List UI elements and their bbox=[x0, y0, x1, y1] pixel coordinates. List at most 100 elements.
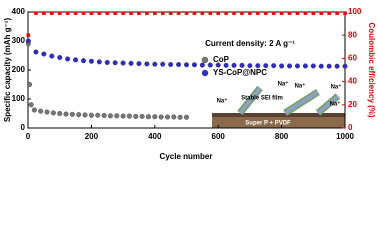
inset-label: Na⁺ bbox=[295, 83, 306, 90]
capacity-point bbox=[318, 63, 324, 69]
capacity-point bbox=[82, 112, 88, 118]
ce-point bbox=[279, 11, 284, 15]
y2-tick-label: 0 bbox=[348, 123, 353, 132]
ce-point bbox=[232, 11, 236, 15]
ce-point bbox=[271, 11, 276, 15]
x-tick-label: 400 bbox=[148, 132, 162, 141]
y2-tick-label: 40 bbox=[348, 77, 357, 86]
ce-point bbox=[26, 33, 31, 37]
ce-point bbox=[295, 11, 300, 15]
capacity-point bbox=[342, 63, 348, 69]
capacity-point bbox=[164, 114, 170, 120]
ce-point bbox=[153, 11, 157, 15]
ce-point bbox=[81, 11, 86, 15]
capacity-point bbox=[271, 63, 277, 69]
y-tick-label: 300 bbox=[12, 36, 26, 45]
chart: Cycle number Specific capacity (mAh g⁻¹)… bbox=[0, 0, 378, 164]
ce-point bbox=[335, 11, 339, 15]
capacity-point bbox=[160, 61, 166, 67]
capacity-point bbox=[101, 113, 107, 119]
x-tick-label: 800 bbox=[275, 132, 289, 141]
capacity-point bbox=[145, 114, 151, 120]
inset-label: Na⁺ bbox=[331, 84, 342, 91]
capacity-point bbox=[144, 61, 150, 67]
ce-point bbox=[327, 11, 331, 15]
ce-point bbox=[248, 11, 252, 15]
capacity-point bbox=[88, 112, 94, 118]
ce-point bbox=[105, 11, 110, 15]
ce-point bbox=[168, 11, 173, 15]
capacity-point bbox=[95, 112, 101, 118]
capacity-point bbox=[152, 61, 158, 67]
capacity-point bbox=[128, 60, 134, 66]
capacity-point bbox=[133, 113, 139, 119]
ce-point bbox=[176, 11, 181, 15]
x-tick-label: 600 bbox=[212, 132, 226, 141]
capacity-point bbox=[65, 56, 71, 62]
capacity-point bbox=[96, 59, 102, 65]
ce-point bbox=[42, 11, 46, 15]
inset-rod-core bbox=[317, 94, 339, 115]
y2-tick-label: 100 bbox=[348, 7, 362, 16]
capacity-point bbox=[183, 62, 189, 68]
capacity-point bbox=[126, 113, 132, 119]
capacity-point bbox=[171, 114, 177, 120]
legend-label: CoP bbox=[213, 55, 230, 64]
capacity-point bbox=[183, 114, 189, 120]
inset-rod-core bbox=[284, 90, 319, 115]
capacity-point bbox=[49, 53, 55, 59]
capacity-point bbox=[177, 114, 183, 120]
inset-label: Super P + PVDF bbox=[245, 121, 291, 127]
ce-point bbox=[200, 11, 205, 15]
capacity-point bbox=[120, 113, 126, 119]
capacity-point bbox=[326, 63, 332, 69]
capacity-point bbox=[31, 107, 37, 113]
capacity-point bbox=[334, 63, 340, 69]
capacity-point bbox=[247, 63, 253, 69]
y2-tick-label: 80 bbox=[348, 30, 357, 39]
ce-point bbox=[145, 11, 149, 15]
capacity-point bbox=[63, 111, 69, 117]
capacity-point bbox=[104, 59, 110, 65]
ce-point bbox=[256, 11, 260, 15]
ce-point bbox=[34, 11, 38, 15]
capacity-point bbox=[152, 114, 158, 120]
capacity-point bbox=[80, 58, 86, 64]
ce-point bbox=[97, 11, 102, 15]
ce-point bbox=[113, 11, 117, 15]
capacity-point bbox=[263, 63, 269, 69]
y-tick-label: 100 bbox=[12, 94, 26, 103]
capacity-point bbox=[158, 114, 164, 120]
inset-base bbox=[212, 113, 345, 117]
inset-label: Na⁺ bbox=[330, 101, 341, 108]
ce-point bbox=[89, 11, 94, 15]
capacity-point bbox=[207, 62, 213, 68]
ce-point bbox=[129, 11, 133, 15]
capacity-point bbox=[114, 113, 120, 119]
capacity-point bbox=[44, 109, 50, 115]
ce-point bbox=[192, 11, 197, 15]
y-tick-label: 400 bbox=[12, 7, 26, 16]
background bbox=[0, 0, 378, 164]
legend-label: YS-CoP@NPC bbox=[213, 68, 267, 77]
legend-marker bbox=[201, 56, 209, 64]
capacity-point bbox=[310, 63, 316, 69]
capacity-point bbox=[50, 110, 56, 116]
ce-point bbox=[208, 11, 213, 15]
y2-tick-label: 60 bbox=[348, 54, 357, 63]
ce-point bbox=[224, 11, 228, 15]
capacity-point bbox=[57, 110, 63, 116]
ce-point bbox=[240, 11, 244, 15]
ce-point bbox=[311, 11, 316, 15]
capacity-point bbox=[191, 62, 197, 68]
capacity-point bbox=[136, 61, 142, 67]
capacity-point bbox=[88, 58, 94, 64]
capacity-point bbox=[279, 63, 285, 69]
ce-point bbox=[57, 11, 62, 15]
y-tick-label: 200 bbox=[12, 65, 26, 74]
capacity-point bbox=[33, 49, 39, 55]
capacity-point bbox=[107, 113, 113, 119]
inset-label: Na⁺ bbox=[278, 81, 289, 88]
capacity-point bbox=[38, 108, 44, 114]
capacity-point bbox=[176, 61, 182, 67]
